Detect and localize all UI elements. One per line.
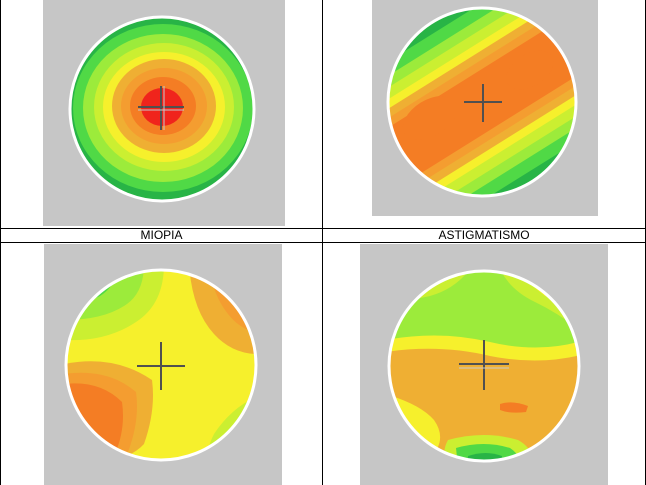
table-divider-caption-bottom xyxy=(0,242,646,243)
astigmatismo-topography-map xyxy=(372,0,598,216)
irregular-topography-map-b xyxy=(360,244,608,485)
crosshair-icon xyxy=(459,340,509,390)
table-divider-caption-top xyxy=(0,228,646,229)
crosshair-icon xyxy=(138,86,184,130)
crosshair-icon xyxy=(464,84,502,122)
irregular-topography-map-a xyxy=(44,244,282,485)
caption-miopia: MIOPIA xyxy=(140,228,183,242)
crosshair-icon xyxy=(137,342,185,390)
miopia-topography-map xyxy=(43,0,285,226)
caption-astigmatismo: ASTIGMATISMO xyxy=(438,228,530,242)
